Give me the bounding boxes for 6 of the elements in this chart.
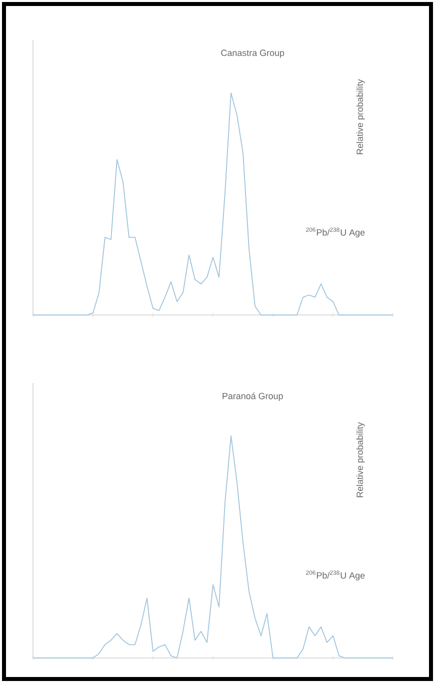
annotation: $^{206}$Pb/$^{238}$U Age (306, 228, 365, 238)
y-axis-title: Relative probability (356, 79, 365, 154)
chart-title: Canastra Group (221, 50, 284, 58)
y-axis-title: Relative probability (356, 422, 365, 498)
annotation: $^{206}$Pb/$^{238}$U Age (306, 570, 365, 580)
chart-title: Paranoá Group (222, 392, 283, 401)
